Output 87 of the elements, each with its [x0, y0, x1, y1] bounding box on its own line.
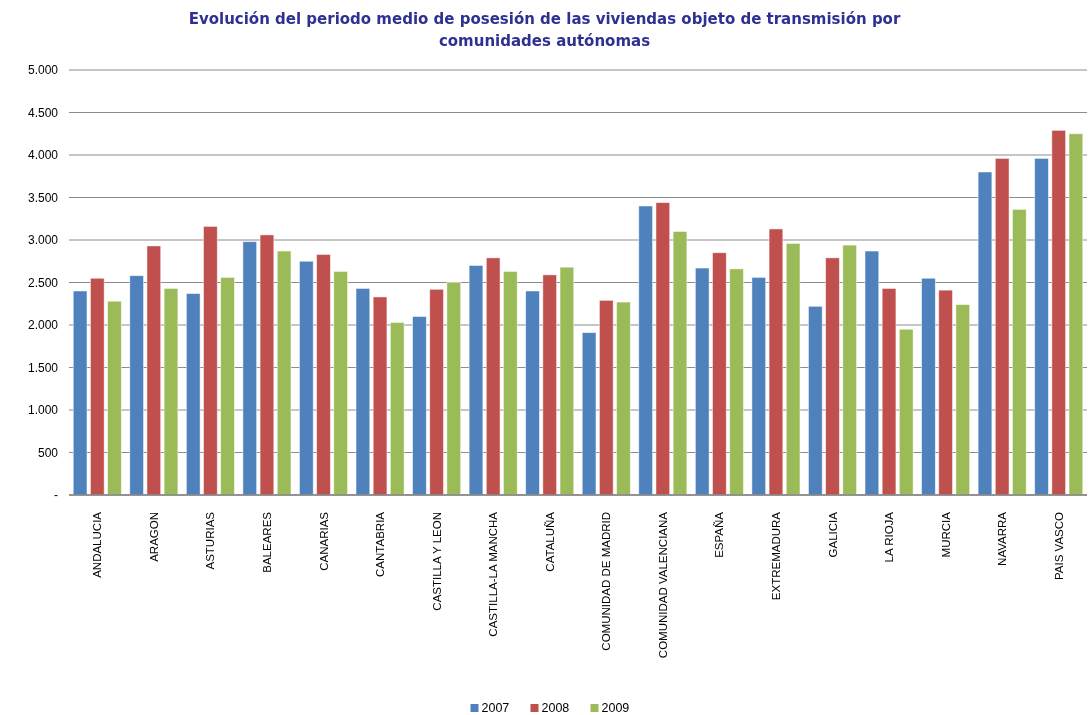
x-tick-label: MURCIA [939, 511, 952, 558]
bar [655, 202, 671, 496]
x-tick-label: COMUNIDAD DE MADRID [600, 512, 613, 651]
bar [559, 266, 575, 496]
x-tick-label: CANARIAS [317, 511, 330, 571]
chart-title: Evolución del periodo medio de posesión de las viviendas objeto de transmisión por comunidades autónomas [188, 10, 901, 50]
legend-label: 2009 [601, 701, 630, 715]
x-tick-label: ESPAÑA [713, 511, 726, 558]
bar [842, 244, 857, 496]
x-tick-label: CASTILLA-LA MANCHA [487, 511, 500, 637]
bar [729, 268, 744, 496]
bar [938, 289, 953, 496]
bar [185, 293, 201, 496]
y-tick-label: 2.500 [27, 275, 59, 290]
bar [712, 252, 727, 496]
bar [468, 265, 484, 496]
x-tick-label: ASTURIAS [204, 511, 217, 570]
bar [203, 226, 218, 496]
legend-label: 2007 [481, 701, 510, 715]
bar [90, 277, 105, 496]
bar [921, 277, 936, 496]
bar [599, 299, 614, 496]
bar [694, 267, 710, 496]
x-tick-label: NAVARRA [996, 511, 1009, 566]
x-tick-label: BALEARES [260, 511, 273, 573]
bar [672, 231, 688, 496]
bar [751, 277, 767, 496]
bar [977, 171, 993, 496]
x-tick-label: GALICIA [826, 511, 839, 558]
bar [220, 277, 235, 496]
bar [276, 250, 292, 496]
bar [864, 250, 880, 496]
x-tick-label: EXTREMADURA [769, 511, 782, 601]
y-tick-label: 3.000 [27, 233, 59, 248]
y-tick-label: 4.000 [27, 148, 59, 163]
bar [316, 254, 331, 496]
bar [146, 245, 162, 496]
bar [163, 288, 179, 496]
bar [1051, 129, 1066, 496]
bar [881, 288, 897, 496]
bar [129, 275, 144, 496]
y-tick-label: 2.000 [27, 318, 59, 333]
x-tick-label: COMUNIDAD VALENCIANA [656, 511, 669, 659]
bar [1034, 158, 1049, 496]
bar [389, 322, 405, 496]
x-tick-label: CANTABRIA [374, 511, 387, 577]
bar [355, 288, 371, 496]
bar [485, 257, 501, 496]
bar [446, 282, 462, 496]
x-tick-label: LA RIOJA [883, 511, 896, 563]
bar [72, 290, 88, 496]
bar [955, 304, 971, 496]
bar [638, 205, 653, 496]
bar [525, 290, 540, 496]
bar [808, 305, 823, 496]
y-tick-label: - [54, 488, 58, 503]
bar [898, 328, 914, 496]
bar [242, 241, 258, 496]
bar [616, 301, 631, 496]
bar [994, 158, 1010, 496]
bar [581, 332, 597, 496]
bar [372, 296, 388, 496]
y-tick-label: 4.500 [27, 105, 59, 120]
bar [785, 243, 801, 496]
x-tick-label: PAIS VASCO [1052, 511, 1065, 580]
bar [1012, 209, 1027, 496]
bar [333, 271, 348, 496]
bar [825, 257, 840, 496]
y-tick-label: 500 [37, 445, 59, 460]
x-tick-label: ARAGON [147, 512, 160, 562]
bar [503, 271, 518, 496]
bar [1068, 133, 1084, 496]
legend-label: 2008 [541, 701, 570, 715]
y-tick-label: 1.500 [27, 360, 59, 375]
y-tick-label: 1.000 [27, 403, 59, 418]
bar [107, 300, 122, 496]
bar [299, 260, 314, 496]
x-tick-label: ANDALUCIA [91, 511, 104, 578]
x-tick-label: CASTILLA Y LEON [430, 512, 443, 611]
bar [542, 274, 557, 496]
y-tick-label: 3.500 [27, 190, 59, 205]
y-tick-label: 5.000 [27, 63, 59, 78]
x-tick-label: CATALUÑA [543, 511, 556, 572]
bar [412, 316, 427, 496]
bar [768, 228, 784, 496]
bar [429, 288, 444, 496]
bar [259, 234, 275, 496]
